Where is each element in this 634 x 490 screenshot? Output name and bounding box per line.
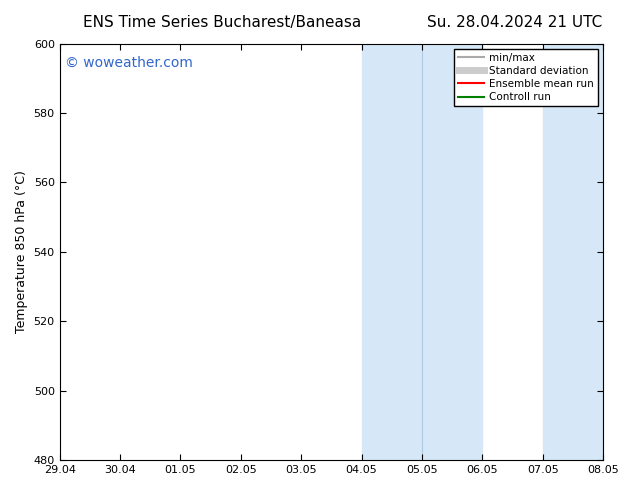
Text: © woweather.com: © woweather.com <box>65 56 193 70</box>
Bar <box>543 44 634 460</box>
Legend: min/max, Standard deviation, Ensemble mean run, Controll run: min/max, Standard deviation, Ensemble me… <box>453 49 598 106</box>
Text: ENS Time Series Bucharest/Baneasa: ENS Time Series Bucharest/Baneasa <box>83 15 361 30</box>
Bar <box>361 44 482 460</box>
Y-axis label: Temperature 850 hPa (°C): Temperature 850 hPa (°C) <box>15 171 28 333</box>
Text: Su. 28.04.2024 21 UTC: Su. 28.04.2024 21 UTC <box>427 15 602 30</box>
